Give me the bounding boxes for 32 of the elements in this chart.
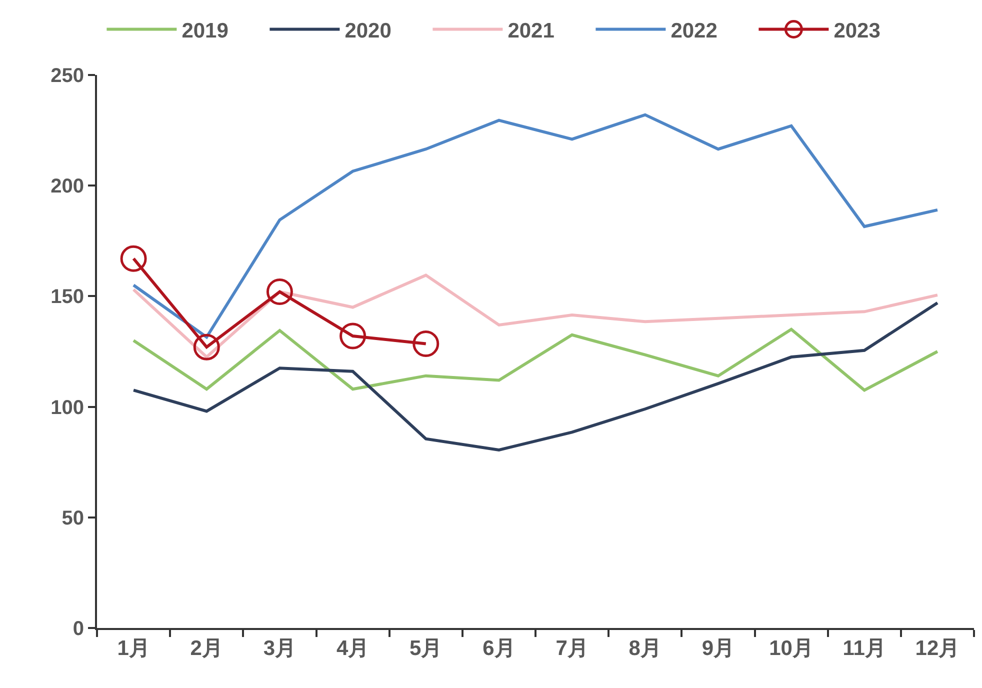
y-tick-label: 250 (50, 65, 84, 87)
x-tick-label: 2月 (190, 637, 223, 660)
x-tick-label: 6月 (482, 637, 516, 660)
x-tick-label: 7月 (556, 637, 588, 660)
legend-label: 2020 (344, 19, 392, 42)
y-tick-label: 150 (50, 286, 84, 308)
y-tick-label: 100 (50, 396, 84, 419)
x-tick-label: 4月 (336, 637, 370, 660)
x-tick-label: 9月 (702, 637, 735, 660)
x-tick-label: 1月 (117, 637, 150, 660)
line-series (132, 328, 939, 392)
line-series (132, 274, 939, 359)
legend-label: 2019 (182, 19, 228, 42)
x-tick-label: 5月 (410, 637, 442, 660)
x-tick-label: 8月 (628, 637, 662, 660)
x-tick-label: 10月 (769, 637, 814, 660)
x-tick-label: 12月 (915, 637, 960, 660)
y-tick-label: 50 (62, 507, 84, 530)
legend-label: 2021 (508, 19, 555, 42)
point (120, 245, 147, 272)
legend-label: 2022 (670, 19, 718, 42)
legend-label: 2023 (834, 19, 880, 42)
line-series (132, 113, 939, 339)
y-tick-label: 200 (50, 176, 84, 198)
point (340, 322, 366, 350)
point (193, 334, 220, 360)
point (412, 330, 440, 357)
point (266, 278, 293, 306)
x-tick-label: 11月 (842, 637, 886, 660)
y-tick-label: 0 (72, 618, 84, 640)
line-series (132, 301, 939, 452)
x-tick-label: 3月 (263, 637, 296, 660)
